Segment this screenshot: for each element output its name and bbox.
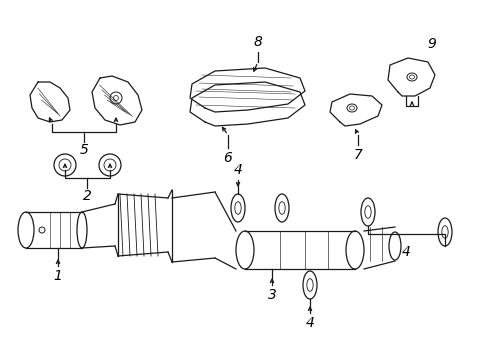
Text: 4: 4 xyxy=(401,245,409,259)
Text: 1: 1 xyxy=(54,269,62,283)
Text: 2: 2 xyxy=(82,189,91,203)
Text: 4: 4 xyxy=(305,316,314,330)
Text: 4: 4 xyxy=(233,163,242,177)
Text: 3: 3 xyxy=(267,288,276,302)
Text: 7: 7 xyxy=(353,148,362,162)
Text: 9: 9 xyxy=(427,37,436,51)
Text: 8: 8 xyxy=(253,35,262,49)
Text: 6: 6 xyxy=(223,151,232,165)
Text: 5: 5 xyxy=(80,143,88,157)
